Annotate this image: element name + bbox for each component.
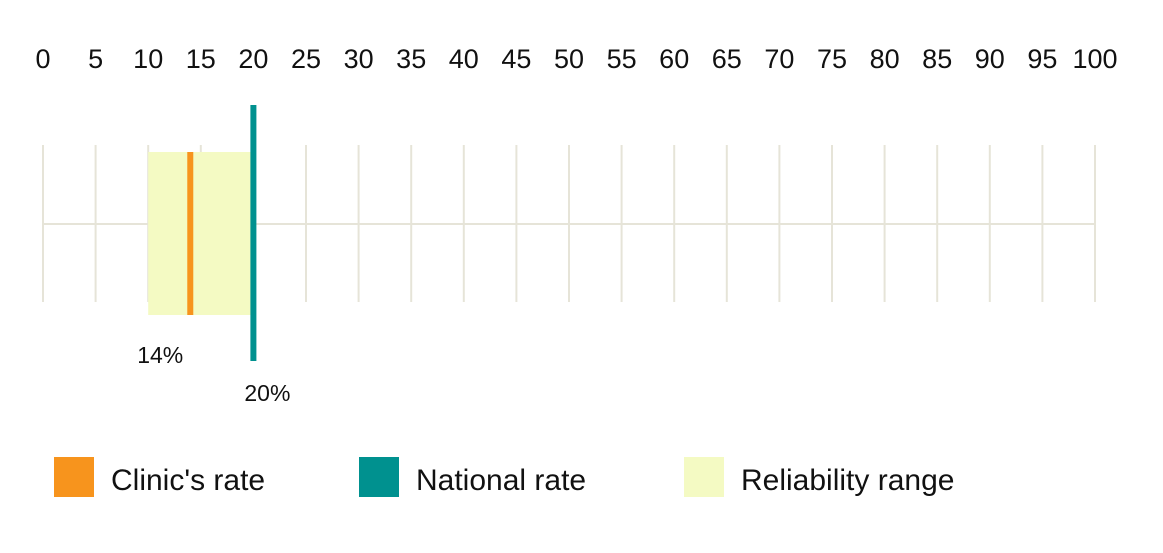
x-tick-label: 80 (870, 44, 900, 74)
x-tick-label: 0 (35, 44, 50, 74)
x-tick-label: 50 (554, 44, 584, 74)
x-tick-label: 25 (291, 44, 321, 74)
x-tick-label: 65 (712, 44, 742, 74)
x-tick-label: 75 (817, 44, 847, 74)
x-tick-label: 85 (922, 44, 952, 74)
x-tick-label: 95 (1027, 44, 1057, 74)
rate-marker (187, 152, 194, 315)
reliability-range (148, 152, 254, 315)
x-tick-label: 30 (344, 44, 374, 74)
x-tick-label: 70 (764, 44, 794, 74)
x-tick-label: 10 (133, 44, 163, 74)
legend-swatch (54, 457, 94, 497)
legend-swatch (684, 457, 724, 497)
x-tick-label: 35 (396, 44, 426, 74)
legend-label: Clinic's rate (111, 464, 265, 497)
legend-swatch (359, 457, 399, 497)
x-tick-label: 5 (88, 44, 103, 74)
x-tick-label: 90 (975, 44, 1005, 74)
x-tick-label: 45 (501, 44, 531, 74)
legend-label: National rate (416, 464, 586, 497)
legend-label: Reliability range (741, 464, 954, 497)
rate-marker (250, 105, 257, 361)
x-tick-label: 40 (449, 44, 479, 74)
x-tick-label: 60 (659, 44, 689, 74)
x-tick-label: 20 (238, 44, 268, 74)
value-label: 14% (137, 342, 183, 368)
x-tick-label: 15 (186, 44, 216, 74)
x-tick-label: 55 (607, 44, 637, 74)
value-label: 20% (244, 380, 290, 406)
x-tick-label: 100 (1072, 44, 1117, 74)
